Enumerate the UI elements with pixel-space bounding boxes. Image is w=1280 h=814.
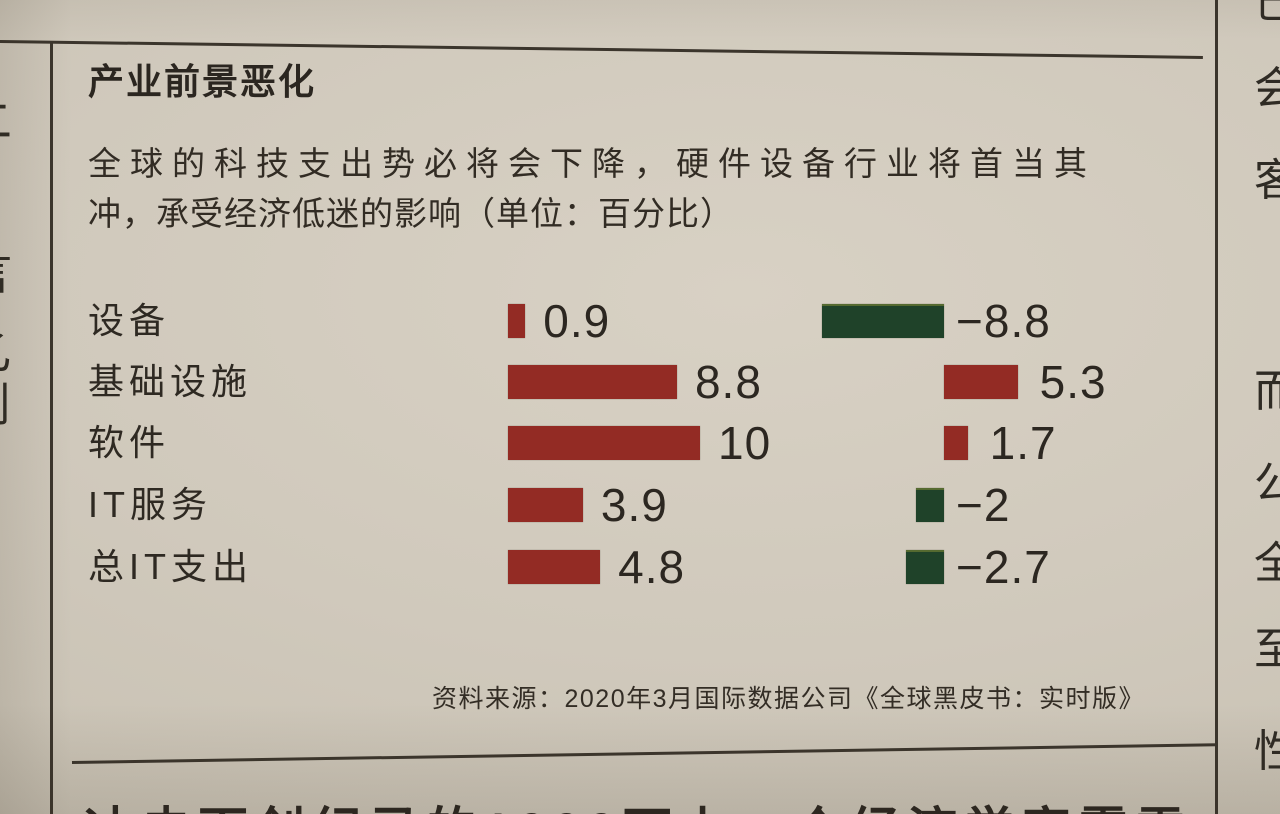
value-devices-col2: −8.8 [956, 295, 1051, 347]
value-it-services-col1: 3.9 [600, 479, 668, 531]
value-devices-col1: 0.9 [543, 295, 611, 347]
bar-devices-col1 [508, 304, 526, 338]
chart-subtitle-line2: 冲，承受经济低迷的影响（单位：百分比） [88, 195, 734, 232]
bar-total-it-spend-col1 [508, 550, 601, 584]
value-infrastructure-col1: 8.8 [694, 356, 762, 408]
bar-it-services-col1 [508, 488, 583, 522]
edge-char-left: 二 [0, 98, 12, 144]
edge-char-left: 刂 [0, 382, 12, 428]
bar-software-col2 [944, 426, 968, 460]
value-it-services-col2: −2 [956, 479, 1011, 531]
category-label-total-it-spend: 总IT支出 [88, 546, 253, 587]
bar-infrastructure-col2 [944, 365, 1018, 399]
bar-infrastructure-col1 [508, 365, 677, 399]
edge-char-right: 性 [1254, 727, 1280, 776]
bar-devices-col2 [821, 304, 944, 338]
category-label-devices: 设备 [88, 300, 171, 341]
bar-total-it-spend-col2 [906, 550, 944, 584]
edge-char-left: 言 [0, 250, 12, 296]
edge-char-right: 会 [1254, 64, 1280, 113]
top-rule [0, 40, 1203, 59]
value-infrastructure-col2: 5.3 [1039, 356, 1107, 408]
chart-title: 产业前景恶化 [88, 61, 317, 102]
right-column-divider [1215, 0, 1218, 814]
value-software-col1: 10 [718, 417, 772, 469]
clipped-article-text: 冲击面创纪录的1000万上，众经济学家霍雷 [84, 791, 1244, 814]
edge-char-right: 己 [1254, 0, 1280, 27]
edge-char-right: 客 [1254, 156, 1280, 205]
edge-char-right: 而 [1254, 367, 1280, 416]
edge-char-right: 公 [1254, 459, 1280, 508]
category-label-it-services: IT服务 [88, 484, 212, 525]
edge-char-right: 至 [1254, 625, 1280, 674]
category-label-infrastructure: 基础设施 [88, 361, 253, 402]
value-total-it-spend-col2: −2.7 [956, 541, 1051, 593]
category-label-software: 软件 [88, 422, 171, 463]
edge-char-right: 全 [1254, 539, 1280, 588]
bottom-rule [71, 743, 1217, 764]
left-column-divider [50, 43, 53, 814]
chart-subtitle-line1: 全球的科技支出势必将会下降，硬件设备行业将首当其 [88, 145, 1096, 182]
bar-it-services-col2 [916, 488, 944, 522]
value-total-it-spend-col1: 4.8 [618, 541, 686, 593]
value-software-col2: 1.7 [989, 417, 1057, 469]
edge-char-left: 乙 [0, 330, 12, 376]
source-note: 资料来源：2020年3月国际数据公司《全球黑皮书：实时版》 [432, 685, 1146, 713]
bar-software-col1 [508, 426, 700, 460]
